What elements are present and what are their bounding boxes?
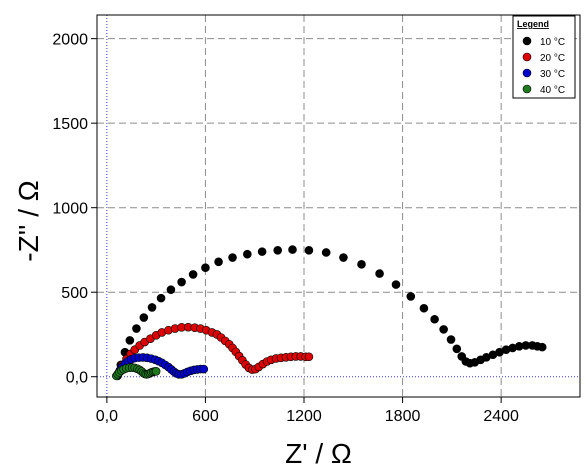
legend-marker <box>522 52 532 62</box>
data-point <box>188 270 198 279</box>
legend-label: 20 °C <box>540 53 565 64</box>
y-tick-label: 0,0 <box>66 370 88 387</box>
series <box>112 322 314 381</box>
x-tick-label: 1800 <box>385 408 421 425</box>
legend-label: 30 °C <box>540 69 565 80</box>
legend-marker <box>522 36 532 46</box>
y-tick-label: 500 <box>61 285 88 302</box>
data-point <box>214 257 223 267</box>
data-point <box>406 292 416 301</box>
legend-items: 10 °C 20 °C 30 °C 40 °C <box>522 36 565 96</box>
x-tick-label: 1200 <box>286 408 322 425</box>
data-point <box>391 280 401 289</box>
data-point <box>132 324 141 333</box>
data-point <box>125 336 135 345</box>
data-point <box>446 335 456 344</box>
reference-lines <box>97 15 580 397</box>
legend-label: 10 °C <box>540 37 565 48</box>
data-point <box>288 245 297 254</box>
data-point <box>439 325 448 334</box>
data-point <box>304 245 314 255</box>
data-point <box>199 364 209 374</box>
legend-box <box>512 15 576 99</box>
data-point <box>419 303 429 313</box>
data-point <box>321 248 331 257</box>
data-point <box>452 344 462 354</box>
data-point <box>156 293 166 303</box>
x-tick-label: 2400 <box>483 408 519 425</box>
legend-title: Legend <box>517 19 549 29</box>
data-point <box>357 260 366 269</box>
legend-marker <box>522 68 532 78</box>
data-point <box>177 277 186 287</box>
series <box>112 363 161 381</box>
data-point <box>430 314 439 324</box>
data-point <box>151 367 161 376</box>
y-tick-label: 1500 <box>52 116 88 133</box>
grid <box>97 15 580 397</box>
legend-marker <box>522 84 532 94</box>
data-point <box>243 249 252 259</box>
x-axis-title: Z' / Ω <box>285 438 352 468</box>
data-point <box>304 352 314 362</box>
x-tick-label: 0,0 <box>96 408 118 425</box>
legend-label: 40 °C <box>540 85 565 96</box>
x-tick-label: 600 <box>192 408 219 425</box>
legend: Legend 10 °C 20 °C 30 °C 40 °C <box>512 15 576 99</box>
plot-frame <box>96 14 581 398</box>
data-point <box>201 263 210 272</box>
data-point <box>375 269 384 278</box>
data-point <box>537 342 547 352</box>
data-point <box>339 253 348 262</box>
data-point <box>147 303 157 312</box>
axis-ticks: 0,0 600 1200 1800 2400 0,0 500 1000 1500 2000 <box>52 32 519 425</box>
y-axis-title: -Z'' / Ω <box>13 180 44 261</box>
data-point <box>166 285 176 294</box>
data-point <box>257 247 267 256</box>
series <box>113 245 547 381</box>
data-point <box>273 245 283 255</box>
y-tick-label: 1000 <box>52 201 88 218</box>
data-points <box>112 245 547 381</box>
y-tick-label: 2000 <box>52 32 88 49</box>
data-point <box>228 253 237 262</box>
data-point <box>139 313 149 322</box>
